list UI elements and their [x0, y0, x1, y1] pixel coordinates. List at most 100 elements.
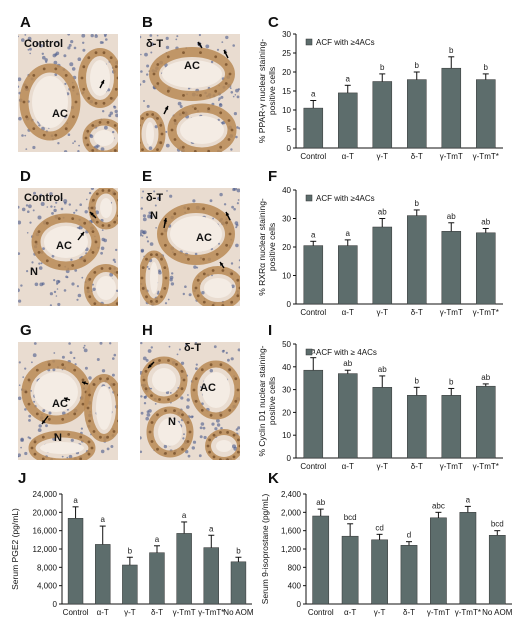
significance-letter: ab — [343, 359, 352, 368]
bar — [372, 81, 393, 149]
x-category-label: Control — [63, 608, 89, 617]
arrow-icon — [223, 49, 229, 59]
panel-d-condition-label: Control — [24, 192, 64, 204]
micrograph-panel-h — [140, 342, 240, 460]
x-category-label: Control — [308, 608, 334, 617]
bar — [203, 547, 219, 605]
significance-letter: ab — [316, 498, 325, 507]
error-bar — [347, 523, 354, 537]
y-axis-label: % PPAR-γ nuclear staining-positive cells — [257, 39, 277, 143]
bar — [122, 564, 138, 605]
x-category-label: γ-T — [376, 308, 388, 317]
panel-d-tag-n: N — [30, 266, 38, 278]
x-category-label: δ-T — [411, 462, 423, 471]
x-category-label: γ-TmT* — [473, 462, 499, 471]
bar — [476, 79, 496, 149]
x-category-label: γ-TmT — [173, 608, 196, 617]
y-tick-label: 10 — [282, 431, 291, 440]
y-tick-label: 2,400 — [281, 490, 302, 499]
y-tick-label: 1,200 — [281, 545, 302, 554]
panel-letter-h: H — [142, 322, 153, 339]
x-category-label: α-T — [342, 462, 354, 471]
error-bar — [310, 240, 317, 246]
arrow-icon — [99, 79, 105, 89]
legend: ACF with ≥4ACs — [305, 194, 375, 203]
arrow-icon — [147, 361, 155, 369]
bar — [476, 385, 496, 459]
x-category-label: δ-T — [411, 308, 423, 317]
y-tick-label: 20 — [282, 68, 291, 77]
bar — [407, 79, 427, 149]
error-bar — [448, 222, 455, 232]
micrograph-panel-g — [18, 342, 118, 460]
panel-h-tag-n: N — [168, 416, 176, 428]
error-bar — [482, 383, 489, 387]
micrograph-panel-b — [140, 34, 240, 152]
panel-e-tag-n: N — [150, 210, 158, 222]
arrow-icon — [89, 211, 97, 219]
significance-letter: b — [449, 378, 454, 387]
arrow-icon — [197, 41, 203, 49]
y-tick-label: 0 — [53, 600, 58, 609]
arrow-icon — [77, 231, 85, 241]
y-tick-label: 400 — [288, 582, 302, 591]
y-tick-label: 0 — [287, 144, 292, 153]
arrow-icon — [225, 211, 231, 221]
x-category-label: Control — [300, 308, 326, 317]
panel-d-tag-ac: AC — [56, 240, 72, 252]
panel-h-tag-ac: AC — [200, 382, 216, 394]
bar — [67, 518, 84, 605]
error-bar — [494, 530, 501, 536]
arrow-icon — [219, 261, 225, 269]
panel-b-condition-label: δ-T — [146, 38, 164, 50]
error-bar — [310, 100, 317, 109]
significance-letter: a — [311, 347, 316, 356]
significance-letter: b — [449, 46, 454, 55]
error-bar — [413, 209, 420, 216]
error-bar — [379, 73, 386, 82]
bar — [312, 515, 330, 605]
x-category-label: Control — [300, 462, 326, 471]
x-category-label: α-T — [97, 608, 109, 617]
panel-a-condition-label: Control — [24, 38, 64, 50]
chart-k: 0 400 800 1,200 1,600 2,000 2,400 Serum 9-isopr… — [258, 486, 516, 626]
significance-letter: a — [346, 229, 351, 238]
error-bar — [482, 227, 489, 233]
error-bar — [344, 369, 351, 374]
y-tick-label: 20 — [282, 243, 291, 252]
error-bar — [448, 56, 455, 69]
y-axis-label: % Cyclin D1 nuclear staining-positive ce… — [257, 345, 277, 456]
significance-letter: b — [415, 61, 420, 70]
significance-letter: b — [484, 63, 489, 72]
x-category-label: α-T — [342, 152, 354, 161]
significance-letter: a — [73, 496, 78, 505]
error-bar — [379, 218, 386, 228]
y-tick-label: 25 — [282, 49, 291, 58]
x-category-label: α-T — [344, 608, 356, 617]
panel-letter-b: B — [142, 14, 153, 31]
arrow-icon — [41, 415, 49, 425]
y-tick-label: 5 — [287, 125, 292, 134]
significance-letter: ab — [378, 365, 387, 374]
y-tick-label: 8,000 — [37, 563, 58, 572]
error-bar — [413, 71, 420, 80]
x-category-label: γ-T — [376, 152, 388, 161]
y-tick-label: 40 — [282, 363, 291, 372]
panel-a-tag-ac: AC — [52, 108, 68, 120]
panel-letter-g: G — [20, 322, 32, 339]
panel-letter-i: I — [268, 322, 273, 339]
y-tick-label: 10 — [282, 106, 291, 115]
significance-letter: a — [346, 74, 351, 83]
arrow-icon — [163, 105, 169, 115]
error-bar — [317, 508, 324, 516]
bar — [476, 232, 496, 305]
significance-letter: b — [415, 199, 420, 208]
bar — [341, 535, 359, 605]
panel-b-tag-ac: AC — [184, 60, 200, 72]
error-bar — [72, 506, 79, 519]
error-bar — [448, 387, 455, 396]
panel-letter-a: A — [20, 14, 31, 31]
significance-letter: a — [209, 524, 214, 533]
panel-e-tag-ac: AC — [196, 232, 212, 244]
bar — [149, 552, 165, 605]
